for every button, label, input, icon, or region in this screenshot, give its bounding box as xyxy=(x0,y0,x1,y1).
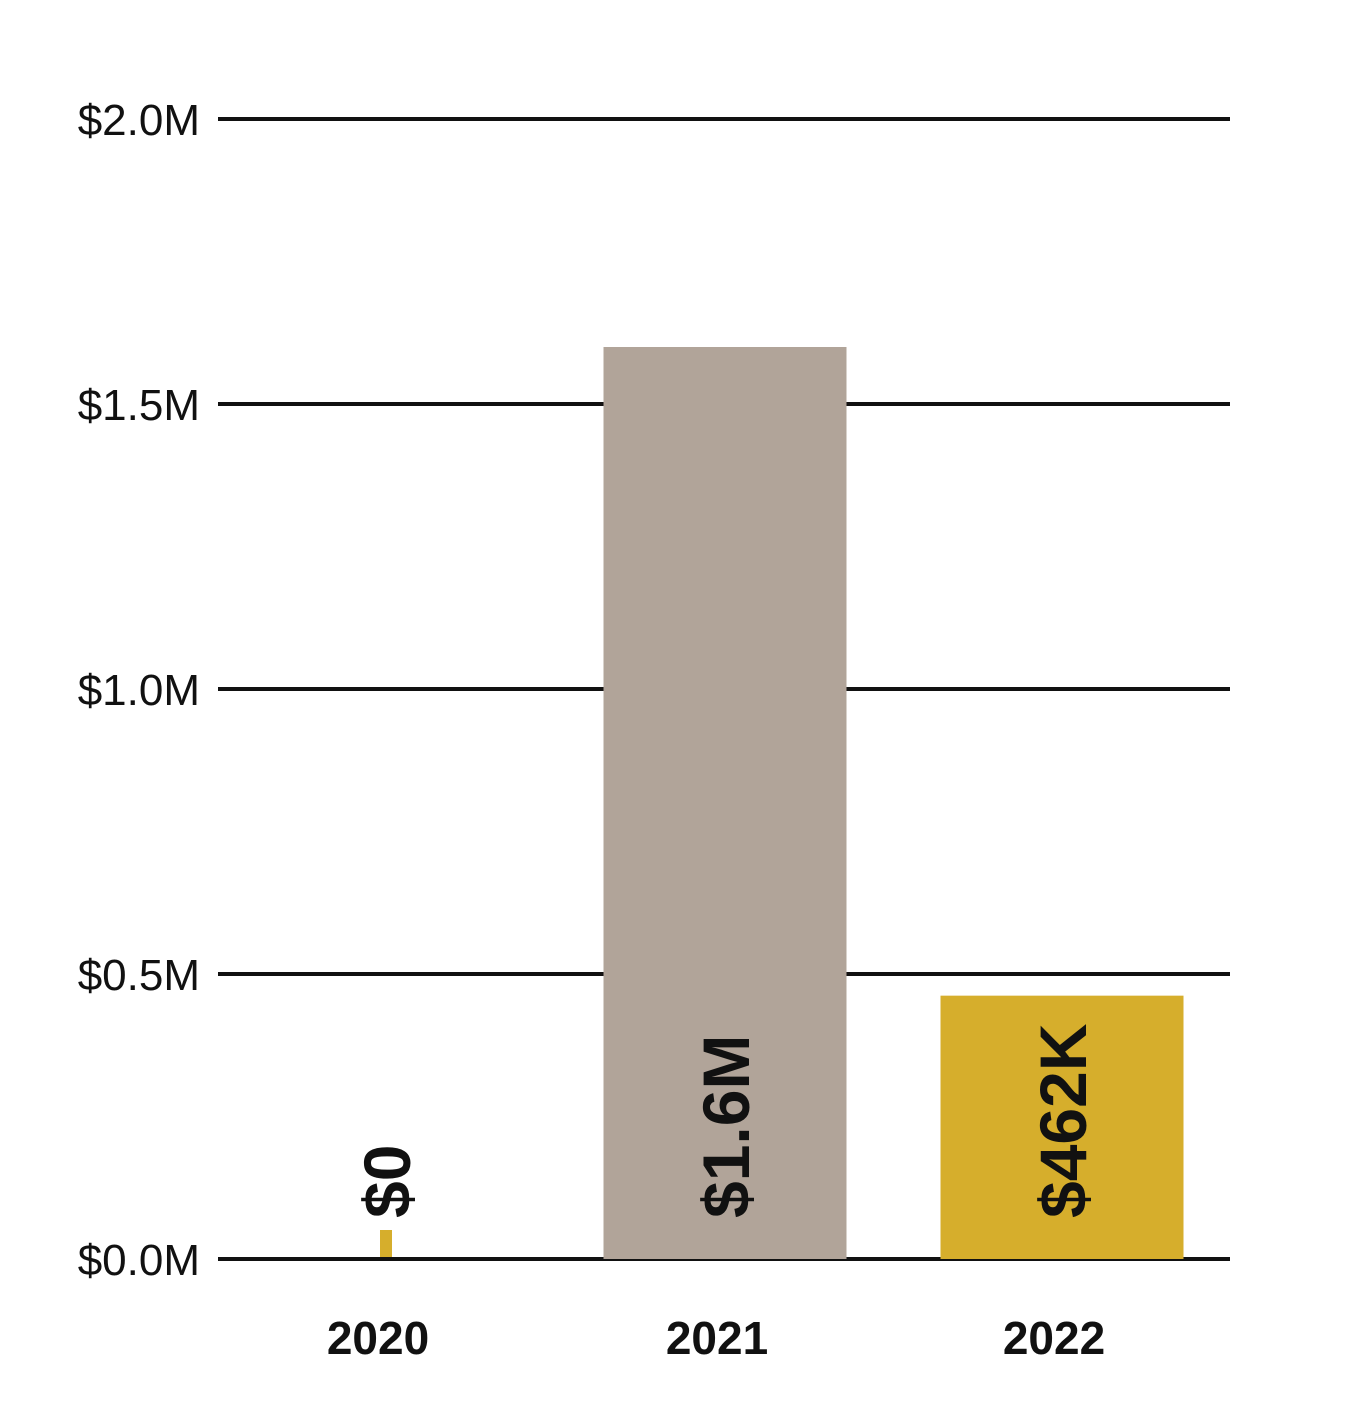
x-tick-label: 2021 xyxy=(666,1312,768,1364)
x-axis-category-labels: 2020 2021 2022 xyxy=(327,1312,1105,1364)
x-tick-label: 2022 xyxy=(1003,1312,1105,1364)
bar-2021 xyxy=(603,347,847,1259)
y-axis-tick-labels: $0.0M $0.5M $1.0M $1.5M $2.0M xyxy=(78,96,200,1285)
x-tick-label: 2020 xyxy=(327,1312,429,1364)
bar-value-labels: $0 $1.6M $462K xyxy=(350,1023,1100,1218)
bar-2022 xyxy=(940,995,1184,1259)
data-label: $1.6M xyxy=(689,1035,763,1218)
bar-2020 xyxy=(380,1230,392,1257)
data-label: $462K xyxy=(1026,1023,1100,1218)
y-tick-label: $2.0M xyxy=(78,96,200,145)
y-tick-label: $0.0M xyxy=(78,1236,200,1285)
y-tick-label: $1.5M xyxy=(78,381,200,430)
data-label: $0 xyxy=(350,1145,424,1218)
y-tick-label: $0.5M xyxy=(78,951,200,1000)
bars xyxy=(380,347,1184,1259)
y-tick-label: $1.0M xyxy=(78,666,200,715)
